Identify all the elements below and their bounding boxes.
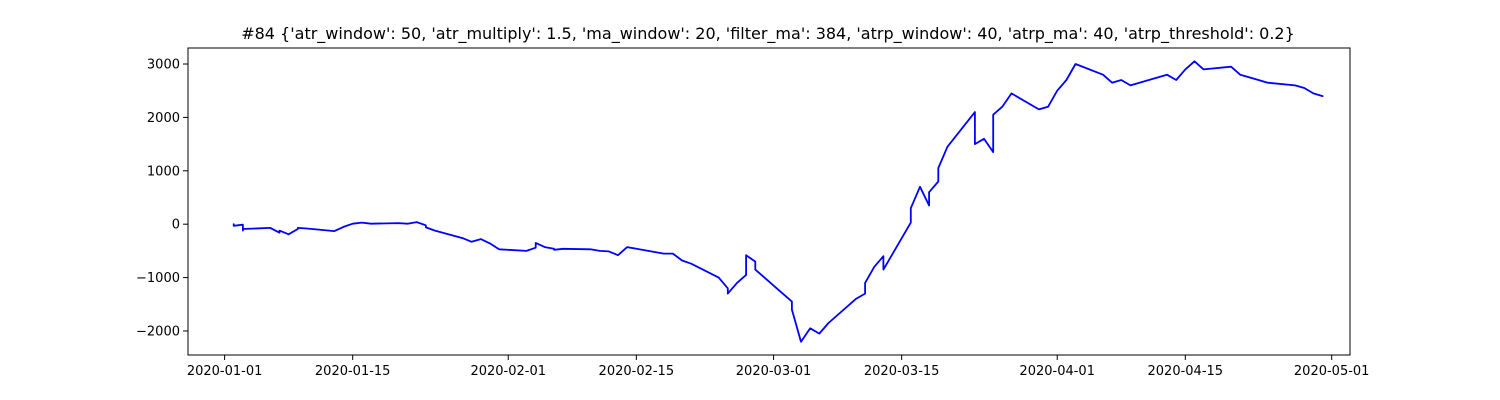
x-tick-label: 2020-02-15 [599, 364, 675, 379]
plot-area [232, 60, 1324, 343]
x-tick-label: 2020-04-15 [1148, 364, 1224, 379]
y-tick-label: −1000 [136, 271, 180, 286]
x-tick-label: 2020-02-01 [470, 364, 546, 379]
x-axis: 2020-01-01 2020-01-15 2020-02-01 2020-02-15… [187, 355, 1370, 379]
x-tick-label: 2020-01-01 [187, 364, 263, 379]
x-tick-label: 2020-03-15 [864, 364, 940, 379]
y-tick-label: 3000 [147, 58, 180, 73]
y-tick-label: 0 [172, 218, 180, 233]
x-tick-label: 2020-03-01 [736, 364, 812, 379]
y-tick-label: −2000 [136, 324, 180, 339]
y-axis: −2000 −1000 0 1000 2000 3000 [136, 58, 188, 339]
y-tick-label: 2000 [147, 111, 180, 126]
axes-frame [187, 47, 1351, 356]
y-tick-label: 1000 [147, 164, 180, 179]
series-line [232, 60, 1324, 343]
x-tick-label: 2020-04-01 [1019, 364, 1095, 379]
x-tick-label: 2020-05-01 [1294, 364, 1370, 379]
chart-title: #84 {'atr_window': 50, 'atr_multiply': 1… [241, 24, 1295, 44]
x-tick-label: 2020-01-15 [315, 364, 391, 379]
